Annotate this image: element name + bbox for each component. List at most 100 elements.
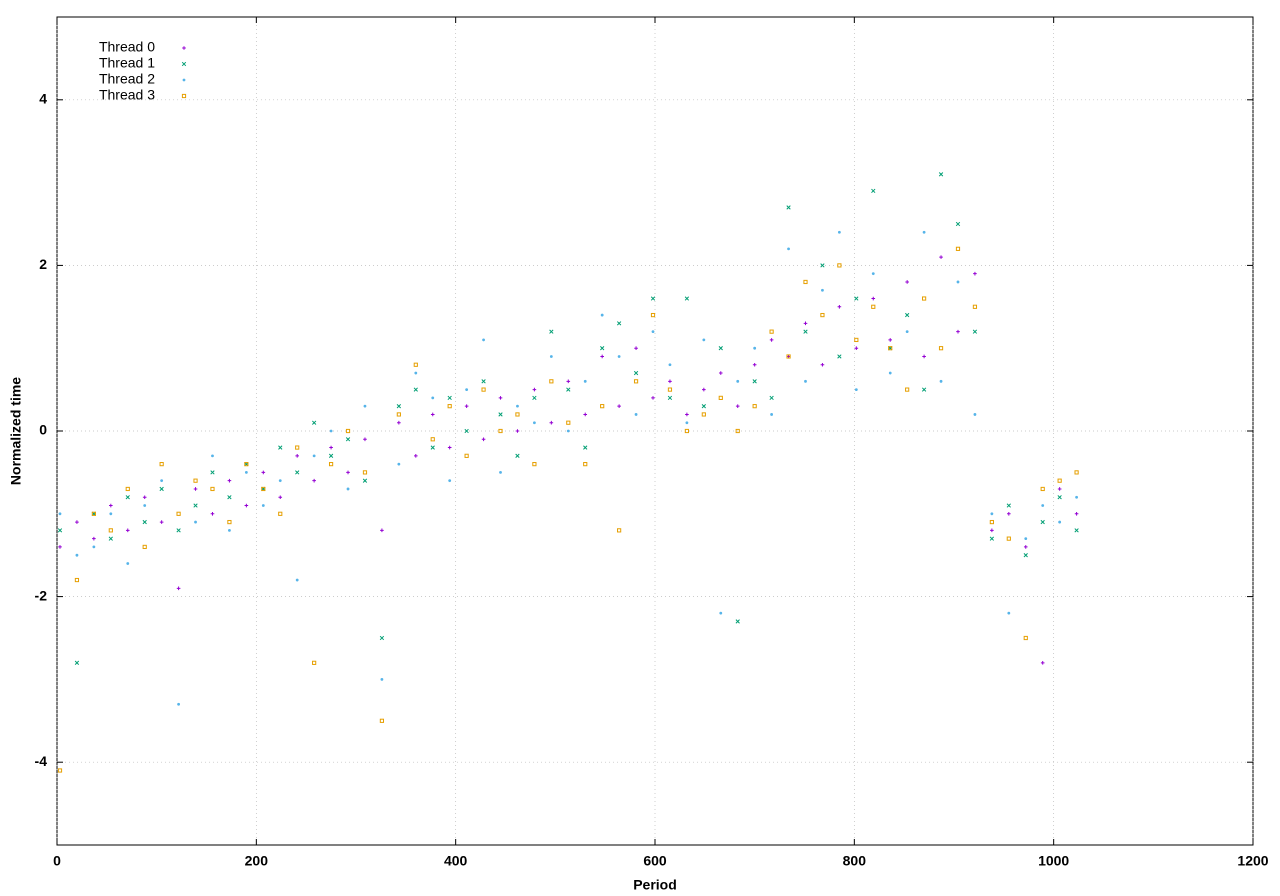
point xyxy=(668,379,672,384)
point xyxy=(719,611,723,615)
point xyxy=(499,471,502,474)
point xyxy=(210,486,215,492)
point xyxy=(701,412,706,417)
point xyxy=(498,396,503,400)
point xyxy=(566,420,571,425)
point xyxy=(261,504,265,507)
point xyxy=(516,404,519,408)
point xyxy=(549,420,554,425)
point xyxy=(278,511,283,516)
point xyxy=(1074,528,1079,533)
point xyxy=(278,495,283,500)
point xyxy=(770,413,774,416)
point xyxy=(938,346,944,351)
point xyxy=(888,338,893,342)
point xyxy=(752,379,757,384)
point xyxy=(431,396,435,400)
point xyxy=(228,528,231,532)
point xyxy=(990,512,994,516)
point xyxy=(92,536,96,541)
point xyxy=(210,470,215,475)
point xyxy=(633,379,639,384)
y-tick-label: 2 xyxy=(39,256,47,272)
point xyxy=(667,395,673,401)
point xyxy=(956,280,960,284)
point xyxy=(989,519,994,525)
point xyxy=(718,346,723,351)
point xyxy=(973,413,977,416)
point xyxy=(194,520,197,524)
point xyxy=(312,478,316,483)
point xyxy=(718,395,723,400)
point xyxy=(939,379,943,383)
point xyxy=(109,512,113,516)
x-tick-label: 1000 xyxy=(1038,853,1069,869)
point xyxy=(244,471,248,474)
point xyxy=(1023,635,1028,641)
point xyxy=(193,478,198,483)
point xyxy=(159,520,164,524)
point xyxy=(871,188,876,194)
point xyxy=(397,420,401,425)
point xyxy=(176,511,181,516)
point xyxy=(973,271,977,276)
point xyxy=(888,371,892,375)
point xyxy=(1040,486,1045,492)
point xyxy=(227,495,232,500)
point xyxy=(363,404,367,408)
point xyxy=(532,387,537,392)
point xyxy=(143,504,147,507)
point xyxy=(278,445,283,450)
point xyxy=(871,296,876,301)
point xyxy=(109,503,113,508)
point xyxy=(346,470,350,475)
point xyxy=(464,453,469,458)
point xyxy=(193,487,198,491)
x-axis-label: Period xyxy=(633,877,677,893)
point xyxy=(74,577,80,583)
point xyxy=(414,454,418,458)
point xyxy=(515,412,520,417)
legend-label: Thread 3 xyxy=(99,87,155,103)
point xyxy=(701,404,706,409)
point xyxy=(295,578,299,582)
point xyxy=(939,255,943,259)
point xyxy=(684,428,689,434)
point xyxy=(854,388,858,391)
point xyxy=(1040,519,1045,525)
legend-label: Thread 2 xyxy=(99,71,155,87)
point xyxy=(735,428,740,434)
point xyxy=(295,454,299,458)
point xyxy=(854,337,859,343)
point xyxy=(736,379,740,383)
point xyxy=(989,536,995,541)
point xyxy=(650,296,656,301)
point xyxy=(413,387,418,392)
point xyxy=(329,429,333,433)
point xyxy=(583,379,587,383)
point xyxy=(752,404,757,409)
point xyxy=(600,404,605,409)
point xyxy=(600,313,604,317)
point xyxy=(549,329,554,334)
point xyxy=(244,462,249,467)
x-tick-label: 800 xyxy=(843,853,867,869)
point xyxy=(328,462,334,467)
legend-marker xyxy=(181,61,187,67)
point xyxy=(396,412,401,417)
point xyxy=(227,519,232,525)
point xyxy=(684,296,690,301)
legend-marker xyxy=(182,78,186,82)
point xyxy=(1057,478,1062,483)
point xyxy=(58,545,62,549)
point xyxy=(413,362,418,367)
point xyxy=(159,462,164,467)
point xyxy=(583,462,588,467)
point xyxy=(142,495,147,500)
point xyxy=(685,421,689,425)
point xyxy=(125,495,130,500)
point xyxy=(91,511,96,516)
point xyxy=(108,536,113,541)
point xyxy=(922,354,926,359)
point xyxy=(871,304,876,309)
